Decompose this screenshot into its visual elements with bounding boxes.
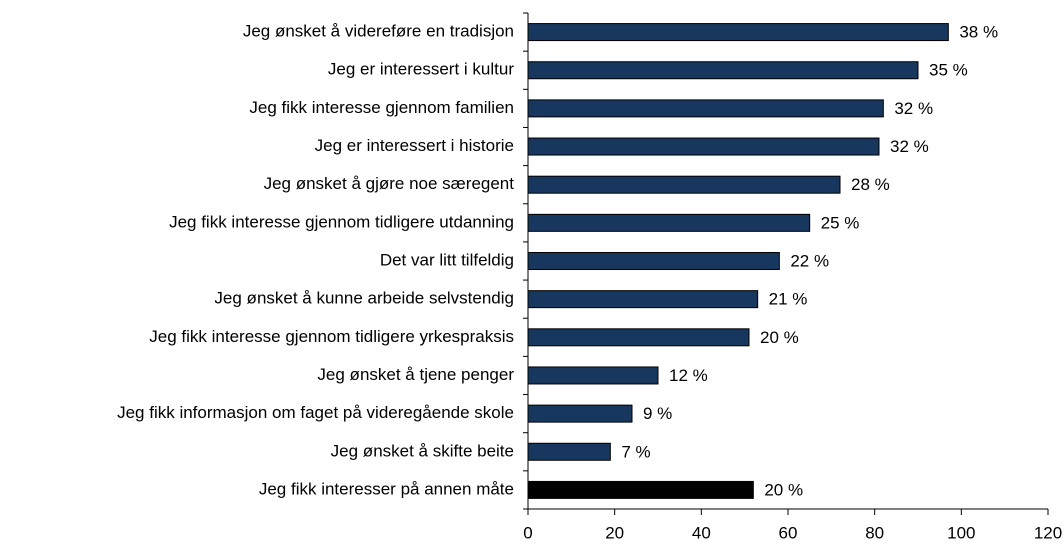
bar — [527, 61, 919, 80]
x-tick-label: 100 — [947, 523, 975, 542]
x-tick-label: 80 — [865, 523, 884, 542]
category-label: Jeg fikk interesse gjennom tidligere utd… — [169, 212, 514, 231]
bar — [527, 213, 811, 232]
value-label: 38 % — [959, 23, 998, 42]
category-label: Jeg ønsket å tjene penger — [317, 365, 514, 384]
value-label: 28 % — [851, 175, 890, 194]
bar — [527, 328, 750, 347]
bar — [527, 23, 949, 42]
x-tick-label: 40 — [692, 523, 711, 542]
x-tick-label: 20 — [605, 523, 624, 542]
x-tick-label: 120 — [1034, 523, 1062, 542]
bar — [527, 175, 841, 194]
value-label: 25 % — [821, 213, 860, 232]
category-label: Jeg fikk interesser på annen måte — [259, 479, 514, 498]
bar — [527, 442, 611, 461]
category-label: Jeg ønsket å videreføre en tradisjon — [243, 22, 514, 41]
value-label: 21 % — [769, 290, 808, 309]
bar — [527, 252, 780, 270]
category-label: Jeg ønsket å gjøre noe særegent — [264, 174, 515, 193]
category-label: Jeg er interessert i historie — [315, 136, 514, 155]
value-label: 12 % — [669, 366, 708, 385]
value-label: 20 % — [760, 328, 799, 347]
value-label: 32 % — [890, 137, 929, 156]
category-label: Jeg ønsket å kunne arbeide selvstendig — [214, 289, 514, 308]
bar — [527, 480, 754, 499]
category-label: Jeg fikk interesse gjennom tidligere yrk… — [149, 327, 514, 346]
category-label: Jeg er interessert i kultur — [328, 60, 514, 79]
bar — [527, 366, 659, 385]
value-label: 22 % — [790, 251, 829, 270]
value-label: 35 % — [929, 61, 968, 80]
value-label: 32 % — [894, 99, 933, 118]
bar — [527, 137, 880, 156]
x-tick-label: 0 — [523, 523, 532, 542]
bar — [527, 404, 633, 423]
x-tick-label: 60 — [779, 523, 798, 542]
category-label: Jeg fikk informasjon om faget på videreg… — [117, 403, 514, 422]
category-label: Jeg fikk interesse gjennom familien — [249, 98, 514, 117]
category-label: Jeg ønsket å skifte beite — [331, 441, 514, 460]
bar — [527, 99, 884, 118]
value-label: 20 % — [764, 480, 803, 499]
bar — [527, 290, 759, 309]
value-label: 7 % — [621, 442, 650, 461]
value-label: 9 % — [643, 404, 672, 423]
category-label: Det var litt tilfeldig — [380, 250, 514, 269]
